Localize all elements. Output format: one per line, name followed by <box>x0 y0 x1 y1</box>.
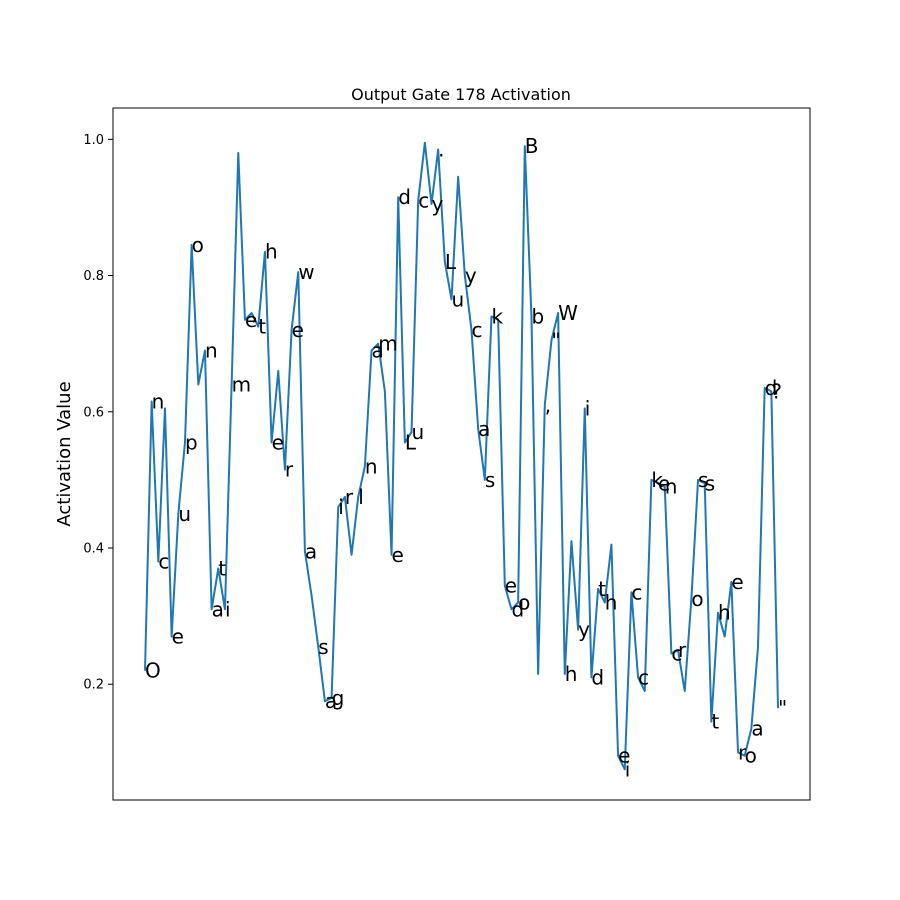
char-label: i <box>338 495 344 519</box>
char-label: c <box>631 580 642 604</box>
char-label: o <box>518 590 530 614</box>
char-label: t <box>218 556 226 580</box>
char-label: h <box>718 601 731 625</box>
char-label: L <box>405 430 417 454</box>
char-label: a <box>212 597 224 621</box>
char-label: h <box>265 240 278 264</box>
y-tick-label: 0.8 <box>83 269 104 284</box>
char-label: m <box>232 373 251 397</box>
char-label: k <box>651 468 663 492</box>
char-label: e <box>292 318 304 342</box>
series-line <box>144 141 779 771</box>
char-label: u <box>452 287 465 311</box>
char-label: w <box>298 260 314 284</box>
char-label: , <box>545 393 551 417</box>
char-label: a <box>305 539 317 563</box>
char-label: h <box>605 590 618 614</box>
char-label: y <box>578 618 590 642</box>
char-label: a <box>372 338 384 362</box>
char-label: g <box>332 686 345 710</box>
char-label: r <box>285 458 294 482</box>
char-label: B <box>525 134 539 158</box>
char-label: t <box>711 710 719 734</box>
char-label: l <box>358 485 364 509</box>
char-label: r <box>678 638 687 662</box>
char-label: e <box>505 573 517 597</box>
char-label: n <box>365 454 378 478</box>
char-label: e <box>618 744 630 768</box>
char-label: c <box>671 642 682 666</box>
char-label: s <box>485 468 495 492</box>
char-label: c <box>471 318 482 342</box>
char-label: s <box>698 468 708 492</box>
char-label: " <box>778 696 787 720</box>
char-label: n <box>205 338 218 362</box>
char-label: s <box>705 471 715 495</box>
char-label: e <box>731 570 743 594</box>
char-label: d <box>511 597 524 621</box>
char-label: o <box>192 233 204 257</box>
plot-frame <box>112 107 811 801</box>
char-label: o <box>745 744 757 768</box>
char-label: " <box>551 328 560 352</box>
char-label: r <box>345 485 354 509</box>
char-label: . <box>438 138 444 162</box>
char-label: O <box>145 659 161 683</box>
char-label: a <box>325 689 337 713</box>
char-label: e <box>272 430 284 454</box>
char-label: e <box>245 308 257 332</box>
char-label: m <box>378 332 397 356</box>
char-label: u <box>412 420 425 444</box>
char-label: e <box>658 471 670 495</box>
char-label: t <box>598 577 606 601</box>
char-label: u <box>178 502 191 526</box>
char-label: k <box>491 304 503 328</box>
char-label: n <box>152 390 165 414</box>
char-label: e <box>172 625 184 649</box>
char-label: y <box>465 264 477 288</box>
char-label: c <box>418 189 429 213</box>
char-label: d <box>398 185 411 209</box>
char-label: d <box>591 665 604 689</box>
y-tick-label: 0.6 <box>83 405 104 420</box>
chart-title: Output Gate 178 Activation <box>351 85 571 104</box>
char-label: c <box>158 550 169 574</box>
char-label: s <box>318 635 328 659</box>
char-label: a <box>478 417 490 441</box>
char-label: b <box>531 304 544 328</box>
char-label: a <box>751 716 763 740</box>
y-axis-ticks: 0.2 0.4 0.6 0.8 1.0 <box>83 133 113 693</box>
char-label: , <box>252 301 258 325</box>
char-label: i <box>585 396 591 420</box>
char-label: i <box>625 757 631 781</box>
char-label: r <box>738 740 747 764</box>
y-tick-label: 0.2 <box>83 678 104 693</box>
char-label: y <box>432 192 444 216</box>
char-label: n <box>665 475 678 499</box>
y-tick-label: 1.0 <box>83 133 104 148</box>
char-label: c <box>638 665 649 689</box>
char-label: d <box>765 376 778 400</box>
y-axis-label: Activation Value <box>54 381 75 526</box>
char-label: t <box>258 315 266 339</box>
char-label: p <box>185 430 198 454</box>
char-label: L <box>445 250 457 274</box>
char-label: e <box>392 543 404 567</box>
char-label: W <box>558 301 578 325</box>
char-label: o <box>691 587 703 611</box>
char-label: i <box>225 597 231 621</box>
y-tick-label: 0.4 <box>83 541 104 556</box>
char-label: ? <box>771 379 782 403</box>
char-label: h <box>565 662 578 686</box>
